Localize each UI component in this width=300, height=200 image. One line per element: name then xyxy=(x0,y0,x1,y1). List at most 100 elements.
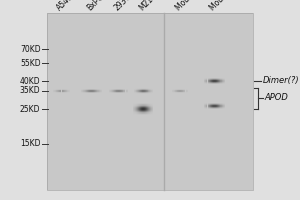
Bar xyxy=(140,107,141,108)
Bar xyxy=(85,91,86,92)
Bar xyxy=(123,89,124,90)
Bar xyxy=(114,91,115,92)
Bar xyxy=(137,110,138,111)
Bar xyxy=(148,103,149,104)
Bar xyxy=(216,82,217,83)
Bar xyxy=(139,89,140,90)
Bar xyxy=(110,89,111,90)
Bar xyxy=(218,104,219,105)
Bar xyxy=(142,111,143,112)
Bar xyxy=(136,108,137,109)
Bar xyxy=(137,108,138,109)
Bar xyxy=(152,111,153,112)
Text: Dimer(?): Dimer(?) xyxy=(262,76,299,86)
Bar xyxy=(149,104,150,105)
Bar xyxy=(215,82,216,83)
Bar xyxy=(88,92,89,93)
Bar xyxy=(214,78,215,79)
Bar xyxy=(134,104,135,105)
Bar xyxy=(92,90,93,91)
Bar xyxy=(223,79,224,80)
Bar xyxy=(151,103,152,104)
Bar xyxy=(211,80,212,81)
Bar xyxy=(81,92,82,93)
Bar xyxy=(206,103,207,104)
Bar xyxy=(206,105,207,106)
Bar xyxy=(223,107,224,108)
Bar xyxy=(221,104,222,105)
Bar xyxy=(138,108,139,109)
Bar xyxy=(220,83,221,84)
Bar xyxy=(208,82,209,83)
Bar xyxy=(140,110,141,111)
Bar xyxy=(223,103,224,104)
Bar xyxy=(90,92,91,93)
Text: BxPC-3: BxPC-3 xyxy=(85,0,111,12)
Bar xyxy=(100,91,101,92)
Bar xyxy=(115,89,116,90)
Bar xyxy=(117,91,118,92)
Bar xyxy=(204,81,205,82)
Bar xyxy=(148,91,149,92)
Bar xyxy=(143,106,144,107)
Bar xyxy=(152,106,153,107)
Bar xyxy=(141,90,142,91)
Bar xyxy=(213,80,214,81)
Bar xyxy=(210,107,211,108)
Bar xyxy=(139,114,140,115)
Bar xyxy=(123,91,124,92)
Bar xyxy=(117,90,118,91)
Bar xyxy=(138,113,139,114)
Bar xyxy=(148,111,149,112)
Bar xyxy=(218,106,219,107)
Bar xyxy=(134,107,135,108)
Bar xyxy=(152,104,153,105)
Bar xyxy=(214,106,215,107)
Bar xyxy=(207,107,208,108)
Bar xyxy=(137,112,138,113)
Bar xyxy=(146,110,147,111)
Bar xyxy=(217,83,218,84)
Bar xyxy=(134,109,135,110)
Bar xyxy=(146,90,147,91)
Bar xyxy=(124,90,125,91)
Bar xyxy=(212,79,213,80)
Bar xyxy=(224,78,225,79)
Bar xyxy=(151,107,152,108)
Bar xyxy=(84,92,85,93)
Bar xyxy=(224,103,225,104)
Bar xyxy=(222,106,223,107)
Text: A549: A549 xyxy=(55,0,76,12)
Bar xyxy=(141,113,142,114)
Bar xyxy=(223,82,224,83)
Text: 55KD: 55KD xyxy=(20,58,40,68)
Bar xyxy=(114,92,115,93)
Bar xyxy=(210,78,211,79)
Bar xyxy=(138,109,139,110)
Bar xyxy=(217,82,218,83)
Bar xyxy=(141,106,142,107)
Bar xyxy=(85,90,86,91)
Bar xyxy=(148,106,149,107)
Bar xyxy=(214,83,215,84)
Bar xyxy=(142,91,143,92)
Bar xyxy=(140,114,141,115)
Text: 25KD: 25KD xyxy=(20,104,40,114)
Bar xyxy=(82,92,83,93)
Bar xyxy=(150,105,151,106)
Bar xyxy=(96,89,97,90)
Bar xyxy=(141,109,142,110)
Bar xyxy=(115,91,116,92)
Bar xyxy=(152,92,153,93)
Bar xyxy=(95,90,96,91)
Bar xyxy=(151,92,152,93)
Bar xyxy=(217,107,218,108)
Bar xyxy=(217,78,218,79)
Bar xyxy=(213,78,214,79)
Bar xyxy=(206,79,207,80)
Bar xyxy=(141,107,142,108)
Bar xyxy=(135,109,136,110)
Bar xyxy=(216,105,217,106)
Bar xyxy=(210,104,211,105)
Bar xyxy=(101,89,102,90)
